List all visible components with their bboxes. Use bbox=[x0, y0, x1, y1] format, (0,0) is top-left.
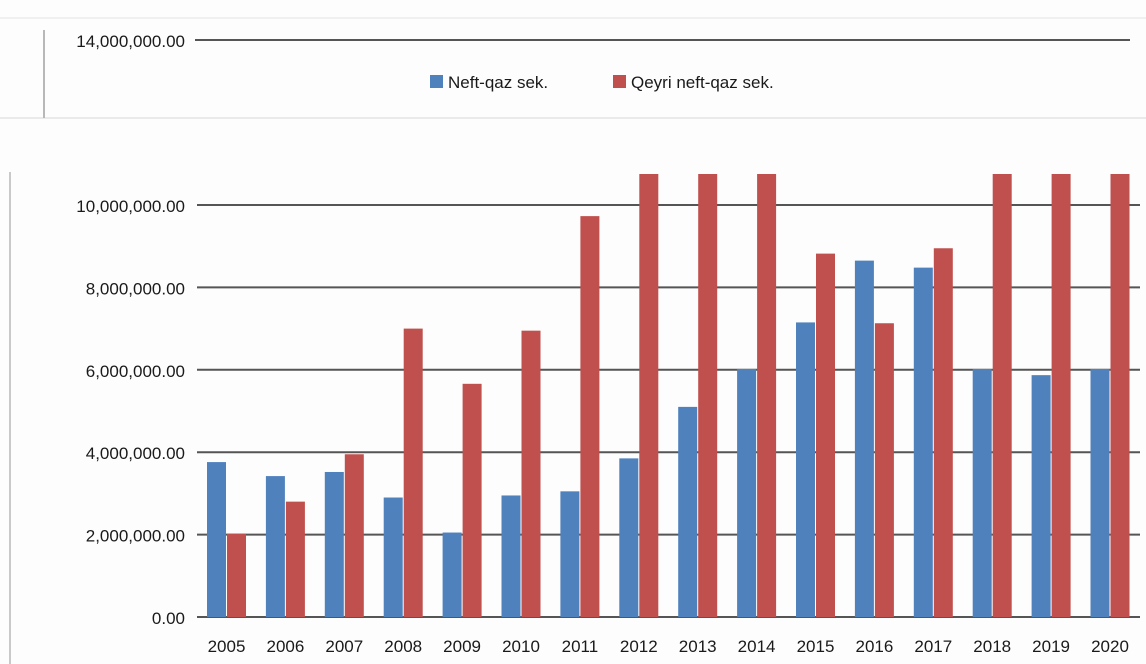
bar-qeyri-neft-qaz-2015 bbox=[816, 253, 835, 617]
bar-neft-qaz-2013 bbox=[678, 406, 698, 617]
bar-neft-qaz-2018 bbox=[972, 368, 992, 617]
legend-swatch-qeyri-neft-qaz bbox=[613, 75, 626, 88]
bar-qeyri-neft-qaz-2014 bbox=[757, 174, 777, 617]
bar-neft-qaz-2015 bbox=[796, 322, 815, 617]
bar-neft-qaz-2016 bbox=[854, 260, 874, 617]
y-tick-label: 4,000,000.00 bbox=[86, 444, 185, 463]
bar-qeyri-neft-qaz-2019 bbox=[1051, 174, 1071, 617]
bar-neft-qaz-2010 bbox=[501, 495, 521, 617]
bar-neft-qaz-2012 bbox=[619, 458, 639, 617]
bar-neft-qaz-2019 bbox=[1031, 375, 1051, 617]
y-tick-label: 2,000,000.00 bbox=[86, 527, 185, 546]
bar-qeyri-neft-qaz-2013 bbox=[698, 174, 718, 617]
upper-panel: 14,000,000.00 bbox=[0, 17, 1146, 119]
x-tick-label: 2006 bbox=[266, 637, 304, 656]
y-axis-ticks: 0.00 2,000,000.00 4,000,000.00 6,000,000.00… bbox=[76, 197, 185, 628]
x-tick-label: 2019 bbox=[1032, 637, 1070, 656]
bar-neft-qaz-2006 bbox=[265, 476, 285, 617]
bar-qeyri-neft-qaz-2017 bbox=[933, 248, 953, 617]
x-tick-label: 2010 bbox=[502, 637, 540, 656]
bar-qeyri-neft-qaz-2006 bbox=[285, 501, 305, 617]
bar-neft-qaz-2007 bbox=[324, 471, 344, 617]
bars bbox=[207, 174, 1130, 618]
bar-qeyri-neft-qaz-2010 bbox=[521, 330, 541, 617]
x-tick-label: 2005 bbox=[208, 637, 246, 656]
x-axis-ticks: 2005 2006 2007 2008 2009 2010 2011 2012 2013 2014… bbox=[208, 637, 1129, 656]
bar-qeyri-neft-qaz-2012 bbox=[639, 174, 659, 618]
y-tick-label: 8,000,000.00 bbox=[86, 279, 185, 298]
bar-neft-qaz-2014 bbox=[737, 368, 757, 617]
x-tick-label: 2012 bbox=[620, 637, 658, 656]
bar-qeyri-neft-qaz-2016 bbox=[874, 323, 894, 617]
bar-qeyri-neft-qaz-2011 bbox=[580, 216, 600, 617]
bar-qeyri-neft-qaz-2005 bbox=[227, 533, 246, 617]
y-tick-upper: 14,000,000.00 bbox=[76, 32, 185, 51]
x-tick-label: 2016 bbox=[855, 637, 893, 656]
x-tick-label: 2011 bbox=[562, 637, 599, 656]
bar-neft-qaz-2008 bbox=[383, 497, 403, 617]
bar-qeyri-neft-qaz-2020 bbox=[1110, 174, 1130, 618]
y-tick-label: 6,000,000.00 bbox=[86, 362, 185, 381]
x-tick-label: 2009 bbox=[443, 637, 481, 656]
bar-neft-qaz-2020 bbox=[1090, 368, 1110, 617]
legend-label-neft-qaz: Neft-qaz sek. bbox=[448, 73, 548, 92]
y-tick-label: 0.00 bbox=[152, 609, 185, 628]
y-tick-label: 10,000,000.00 bbox=[76, 197, 185, 216]
bar-qeyri-neft-qaz-2008 bbox=[403, 328, 423, 617]
legend: Neft-qaz sek. Qeyri neft-qaz sek. bbox=[430, 73, 774, 92]
bar-qeyri-neft-qaz-2009 bbox=[462, 383, 482, 617]
bar-neft-qaz-2005 bbox=[207, 462, 226, 617]
x-tick-label: 2018 bbox=[973, 637, 1011, 656]
bar-neft-qaz-2017 bbox=[913, 267, 933, 617]
legend-swatch-neft-qaz bbox=[430, 75, 443, 88]
legend-label-qeyri-neft-qaz: Qeyri neft-qaz sek. bbox=[631, 73, 774, 92]
x-tick-label: 2015 bbox=[797, 637, 835, 656]
x-tick-label: 2008 bbox=[384, 637, 422, 656]
x-tick-label: 2013 bbox=[679, 637, 717, 656]
x-tick-label: 2014 bbox=[738, 637, 776, 656]
bar-qeyri-neft-qaz-2018 bbox=[992, 174, 1012, 618]
bar-qeyri-neft-qaz-2007 bbox=[344, 454, 364, 617]
x-tick-label: 2017 bbox=[914, 637, 952, 656]
bar-neft-qaz-2011 bbox=[560, 491, 580, 617]
x-tick-label: 2020 bbox=[1091, 637, 1129, 656]
bar-neft-qaz-2009 bbox=[442, 532, 462, 617]
x-tick-label: 2007 bbox=[325, 637, 363, 656]
